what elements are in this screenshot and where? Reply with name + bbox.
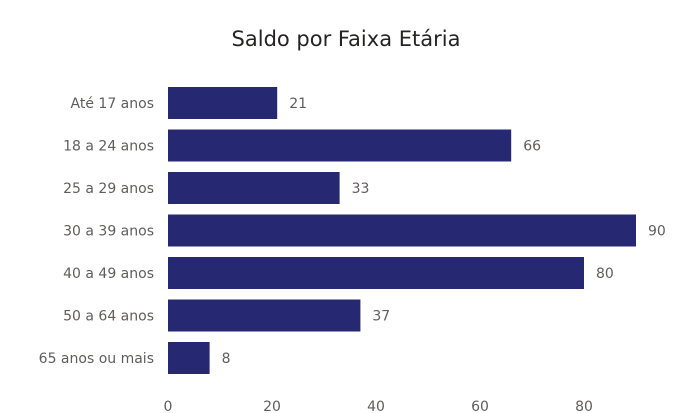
category-label-65-anos-ou-mais: 65 anos ou mais	[39, 351, 154, 367]
x-tick-label-20: 20	[263, 399, 281, 413]
bar-30-a-39-anos	[168, 214, 636, 247]
x-tick-label-60: 60	[471, 399, 489, 413]
category-labels: Até 17 anos 18 a 24 anos 25 a 29 anos 30 a …	[39, 96, 154, 367]
data-label-18-a-24-anos: 66	[523, 139, 541, 155]
category-label-18-a-24-anos: 18 a 24 anos	[63, 139, 154, 155]
x-tick-label-80: 80	[575, 399, 593, 413]
category-label-50-a-64-anos: 50 a 64 anos	[63, 309, 154, 325]
category-label-40-a-49-anos: 40 a 49 anos	[63, 266, 154, 282]
data-label-50-a-64-anos: 37	[372, 309, 390, 325]
data-label-25-a-29-anos: 33	[352, 181, 370, 197]
data-label-ate-17-anos: 21	[289, 96, 307, 112]
x-tick-label-0: 0	[164, 399, 173, 413]
x-axis-ticks: 0 20 40 60 80	[164, 399, 593, 413]
bar-ate-17-anos	[168, 87, 278, 119]
chart-title: Saldo por Faixa Etária	[232, 27, 461, 51]
data-labels: 21 66 33 90 80 37 8	[222, 96, 666, 367]
bars-group	[168, 87, 636, 374]
category-label-30-a-39-anos: 30 a 39 anos	[63, 224, 154, 240]
data-label-30-a-39-anos: 90	[648, 224, 666, 240]
bar-50-a-64-anos	[168, 299, 361, 332]
bar-25-a-29-anos	[168, 172, 340, 204]
bar-18-a-24-anos	[168, 129, 512, 162]
category-label-ate-17-anos: Até 17 anos	[71, 96, 154, 112]
x-tick-label-40: 40	[367, 399, 385, 413]
bar-40-a-49-anos	[168, 257, 584, 289]
bar-65-anos-ou-mais	[168, 342, 210, 374]
data-label-40-a-49-anos: 80	[596, 266, 614, 282]
category-label-25-a-29-anos: 25 a 29 anos	[63, 181, 154, 197]
data-label-65-anos-ou-mais: 8	[222, 351, 231, 367]
